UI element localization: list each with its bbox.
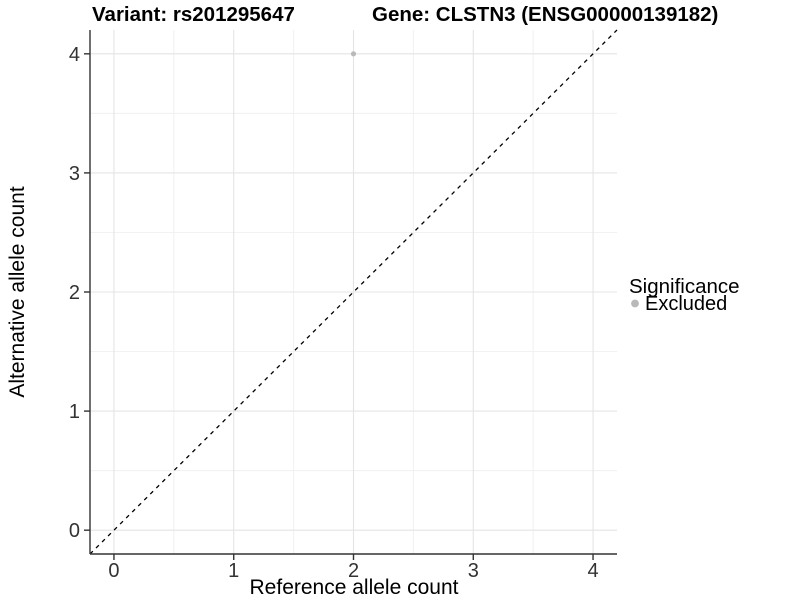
x-tick-label: 4 [587, 560, 598, 582]
y-tick-label: 0 [69, 520, 80, 542]
y-tick-label: 4 [69, 44, 80, 66]
x-tick-label: 1 [228, 560, 239, 582]
y-tick-label: 1 [69, 401, 80, 423]
plot-title-variant: Variant: rs201295647 [92, 3, 295, 26]
data-points-layer [350, 51, 357, 57]
y-axis-title: Alternative allele count [6, 186, 29, 397]
x-tick-label: 2 [348, 560, 359, 582]
legend-title: Significance [629, 275, 740, 298]
tick-labels-layer: 0 1 2 3 4 0 1 2 3 4 [69, 44, 599, 582]
legend-entry-label: Excluded [645, 293, 727, 315]
plot-title-gene: Gene: CLSTN3 (ENSG00000139182) [372, 3, 718, 26]
x-tick-label: 3 [468, 560, 479, 582]
legend-key-dot [631, 299, 639, 308]
y-tick-label: 2 [69, 282, 80, 304]
legend: Significance Excluded [629, 275, 740, 315]
data-point-excluded [350, 51, 357, 57]
y-tick-label: 3 [69, 163, 80, 185]
x-axis-title: Reference allele count [250, 576, 459, 599]
x-tick-label: 0 [108, 560, 119, 582]
legend-entry-excluded: Excluded [631, 293, 727, 315]
axes-layer [84, 30, 617, 560]
